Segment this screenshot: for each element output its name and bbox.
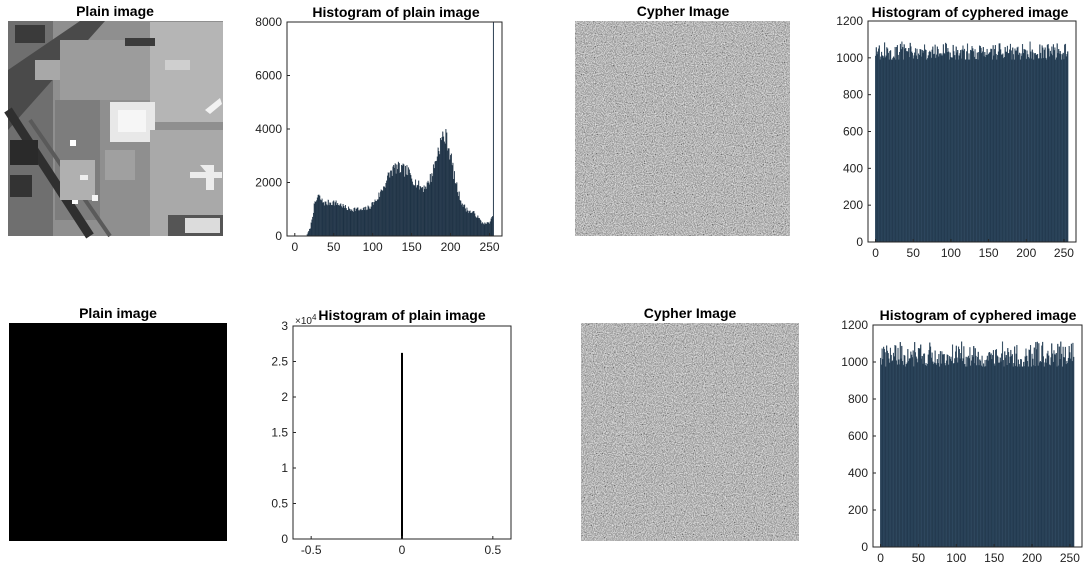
x-tick-label: 0: [872, 246, 879, 260]
y-tick-label: 3: [281, 319, 288, 333]
panel-title: Histogram of plain image: [318, 307, 485, 323]
x-tick-label: 200: [441, 240, 461, 254]
y-tick-label: 6000: [255, 69, 282, 83]
noise-image: [575, 21, 790, 236]
noise-image: [581, 323, 799, 541]
panel-plain-image-2: Plain image: [9, 305, 227, 541]
x-tick-label: 0: [399, 543, 406, 557]
y-tick-label: 800: [843, 88, 863, 102]
x-tick-label: 200: [1022, 551, 1042, 563]
panel-hist-plain-2: Histogram of plain image -0.5 0 0.5 0 0.5 1 1.…: [271, 307, 512, 557]
x-tick-label: 0: [291, 240, 298, 254]
panel-title: Histogram of plain image: [312, 4, 479, 20]
y-tick-label: 4000: [255, 122, 282, 136]
x-tick-label: 150: [402, 240, 422, 254]
x-tick-label: 250: [480, 240, 500, 254]
black-image: [9, 323, 227, 541]
histogram-plot: 0 50 100 150 200 250 0 200 400 600 800 1000 1200: [836, 14, 1077, 260]
y-exponent-label: ×104: [295, 313, 317, 327]
x-tick-label: 150: [984, 551, 1004, 563]
y-tick-label: 0: [856, 235, 863, 249]
panel-hist-cypher-1: Histogram of cyphered image 0 50 100 150 200…: [836, 4, 1077, 260]
x-tick-label: 250: [1060, 551, 1080, 563]
histogram-bar: [401, 352, 403, 539]
x-tick-label: 200: [1016, 246, 1036, 260]
panel-title: Plain image: [79, 305, 157, 321]
y-tick-label: 600: [848, 429, 868, 443]
histogram-bar: [492, 21, 494, 237]
y-tick-label: 800: [848, 392, 868, 406]
x-tick-label: 250: [1054, 246, 1074, 260]
histogram-bar: [1067, 51, 1069, 243]
y-tick-label: 0.5: [271, 497, 288, 511]
x-tick-label: 100: [941, 246, 961, 260]
y-tick-label: 1200: [836, 14, 863, 28]
x-tick-label: 0: [877, 551, 884, 563]
x-tick-label: 50: [907, 246, 921, 260]
y-tick-label: 1000: [836, 51, 863, 65]
y-tick-label: 600: [843, 125, 863, 139]
y-tick-label: 0: [281, 532, 288, 546]
y-tick-label: 2.5: [271, 355, 288, 369]
y-tick-label: 0: [861, 540, 868, 554]
panel-plain-image-1: Plain image: [4, 3, 223, 239]
y-tick-label: 0: [275, 229, 282, 243]
y-tick-label: 200: [848, 503, 868, 517]
panel-title: Cypher Image: [637, 3, 730, 19]
y-tick-label: 200: [843, 198, 863, 212]
x-tick-label: 100: [363, 240, 383, 254]
panel-title: Cypher Image: [644, 305, 737, 321]
x-tick-label: 100: [946, 551, 966, 563]
y-tick-label: 1: [281, 461, 288, 475]
y-tick-label: 400: [848, 466, 868, 480]
y-tick-label: 1200: [841, 318, 868, 332]
panel-title: Histogram of cyphered image: [880, 307, 1077, 323]
aerial-photo: [4, 21, 223, 239]
histogram-bar: [1073, 356, 1075, 548]
histogram-plot: -0.5 0 0.5 0 0.5 1 1.5 2 2.5 3 ×104: [271, 313, 512, 557]
panel-cypher-image-1: Cypher Image: [575, 3, 790, 236]
y-tick-label: 8000: [255, 15, 282, 29]
x-tick-label: 150: [979, 246, 999, 260]
histogram-plot: 0 50 100 150 200 250 0 2000 4000 6000 8000: [255, 15, 503, 254]
panel-cypher-image-2: Cypher Image: [581, 305, 799, 541]
histogram-plot: 0 50 100 150 200 250 0 200 400 600 800 1000 1200: [841, 318, 1083, 563]
y-tick-label: 1.5: [271, 426, 288, 440]
y-tick-label: 1000: [841, 355, 868, 369]
x-tick-label: 0.5: [484, 543, 501, 557]
x-tick-label: 50: [912, 551, 926, 563]
x-tick-label: -0.5: [301, 543, 322, 557]
y-tick-label: 2000: [255, 176, 282, 190]
panel-hist-plain-1: Histogram of plain image 0 50 100 150 200 250…: [255, 4, 503, 254]
x-tick-label: 50: [327, 240, 341, 254]
panel-title: Plain image: [76, 3, 154, 19]
panel-hist-cypher-2: Histogram of cyphered image 0 50 100 150 200…: [841, 307, 1083, 563]
y-tick-label: 2: [281, 390, 288, 404]
panel-title: Histogram of cyphered image: [872, 4, 1069, 20]
y-tick-label: 400: [843, 161, 863, 175]
